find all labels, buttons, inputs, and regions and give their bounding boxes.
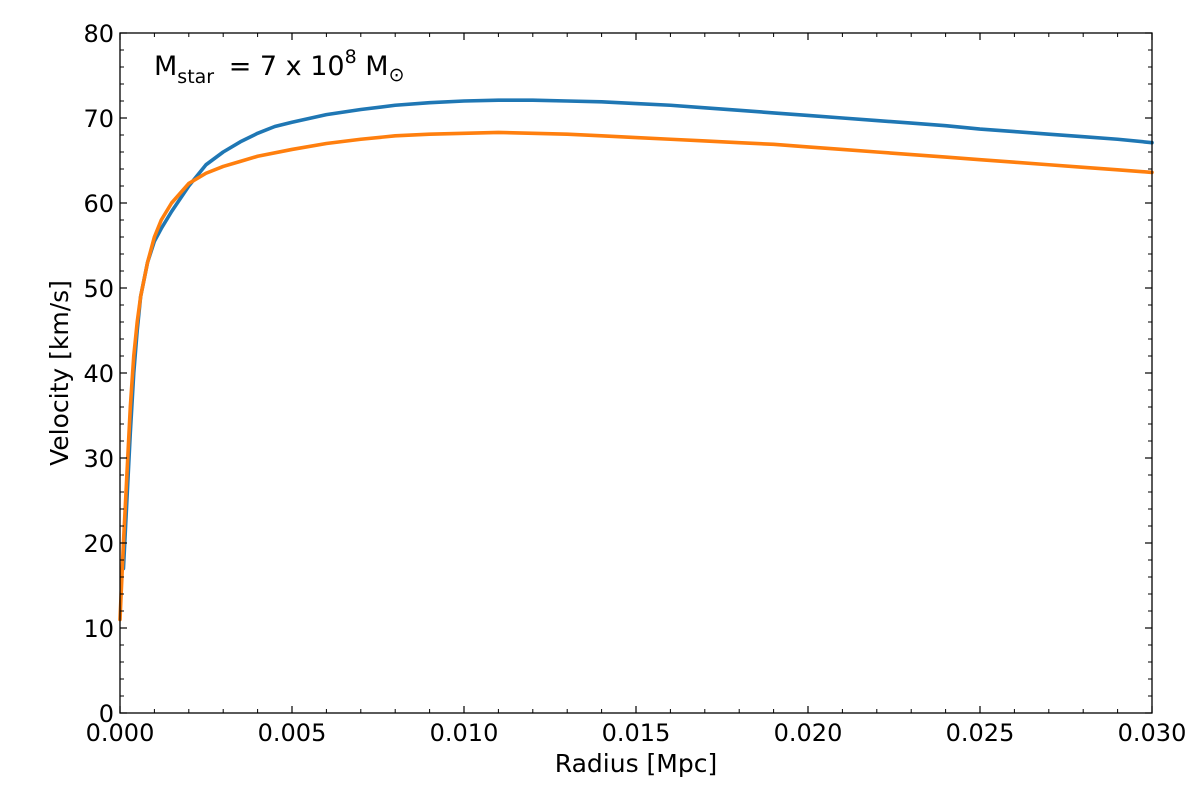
- y-tick-label: 60: [83, 190, 114, 218]
- ticks-layer: 0.000 0.005 0.010 0.015 0.020 0.025 0.030 0 10 20…: [83, 20, 1186, 747]
- series-line-1: [121, 98, 1154, 571]
- y-tick-label: 30: [83, 445, 114, 473]
- y-tick-label: 10: [83, 615, 114, 643]
- x-tick-label: 0.020: [774, 719, 843, 747]
- annotation-subscript: star: [177, 66, 214, 88]
- y-tick-label: 70: [83, 105, 114, 133]
- x-axis-title: Radius [Mpc]: [555, 749, 717, 778]
- x-tick-label: 0.010: [430, 719, 499, 747]
- series-line-2: [118, 130, 1154, 622]
- y-tick-label: 40: [83, 360, 114, 388]
- y-tick-label: 80: [83, 20, 114, 48]
- x-tick-label: 0.025: [946, 719, 1015, 747]
- annotation-unit: M: [357, 51, 389, 82]
- y-tick-label: 20: [83, 530, 114, 558]
- x-tick-label: 0.005: [258, 719, 327, 747]
- y-tick-label: 50: [83, 275, 114, 303]
- annotation-superscript: 8: [345, 46, 357, 68]
- x-tick-label: 0.030: [1118, 719, 1187, 747]
- plot-frame: [119, 32, 1153, 714]
- x-tick-label: 0.015: [602, 719, 671, 747]
- y-tick-label: 0: [99, 700, 114, 728]
- annotation-mid: = 7 x 10: [220, 51, 344, 82]
- series-layer: [118, 98, 1154, 622]
- stellar-mass-annotation: Mstar = 7 x 108 M⊙: [154, 46, 404, 88]
- annotation-unit-subscript: ⊙: [389, 64, 405, 86]
- annotation-base: M: [154, 51, 177, 82]
- y-axis-title: Velocity [km/s]: [45, 280, 74, 466]
- x-tick-label: 0.000: [86, 719, 155, 747]
